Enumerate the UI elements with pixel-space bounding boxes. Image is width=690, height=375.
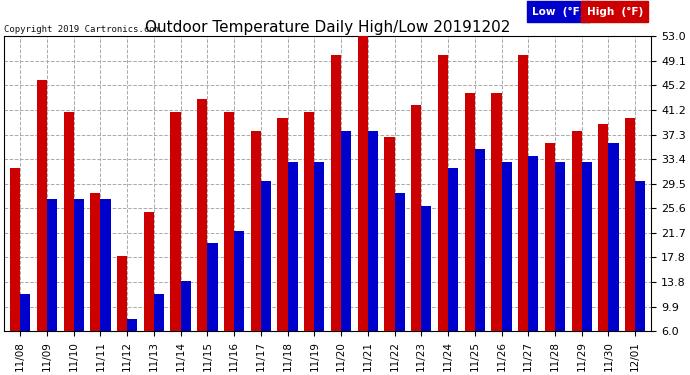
Bar	[341, 130, 351, 331]
Bar	[101, 200, 110, 331]
Bar	[181, 281, 191, 331]
Bar	[331, 55, 341, 331]
Bar	[197, 99, 208, 331]
Bar	[117, 256, 127, 331]
Bar	[598, 124, 609, 331]
Bar	[368, 130, 378, 331]
Bar	[395, 193, 405, 331]
Bar	[127, 319, 137, 331]
Bar	[422, 206, 431, 331]
Bar	[47, 200, 57, 331]
Bar	[170, 112, 181, 331]
Bar	[438, 55, 448, 331]
Bar	[448, 168, 458, 331]
Bar	[464, 93, 475, 331]
Bar	[74, 200, 84, 331]
Bar	[90, 193, 101, 331]
Bar	[144, 212, 154, 331]
Bar	[63, 112, 74, 331]
Bar	[357, 36, 368, 331]
Bar	[582, 162, 592, 331]
Bar	[224, 112, 234, 331]
Bar	[10, 168, 20, 331]
Bar	[304, 112, 315, 331]
Bar	[37, 80, 47, 331]
Bar	[315, 162, 324, 331]
Bar	[250, 130, 261, 331]
Bar	[609, 143, 619, 331]
Title: Outdoor Temperature Daily High/Low 20191202: Outdoor Temperature Daily High/Low 20191…	[145, 20, 511, 35]
Bar	[491, 93, 502, 331]
Bar	[277, 118, 288, 331]
Bar	[502, 162, 512, 331]
Bar	[635, 181, 645, 331]
Bar	[475, 149, 485, 331]
Bar	[411, 105, 422, 331]
Bar	[625, 118, 635, 331]
Bar	[234, 231, 244, 331]
Bar	[384, 137, 395, 331]
Bar	[20, 294, 30, 331]
Bar	[208, 243, 217, 331]
Bar	[555, 162, 565, 331]
Text: Copyright 2019 Cartronics.com: Copyright 2019 Cartronics.com	[4, 24, 160, 33]
Bar	[545, 143, 555, 331]
Legend: Low  (°F), High  (°F): Low (°F), High (°F)	[529, 3, 646, 20]
Bar	[261, 181, 271, 331]
Bar	[571, 130, 582, 331]
Bar	[518, 55, 529, 331]
Bar	[288, 162, 298, 331]
Bar	[154, 294, 164, 331]
Bar	[529, 156, 538, 331]
